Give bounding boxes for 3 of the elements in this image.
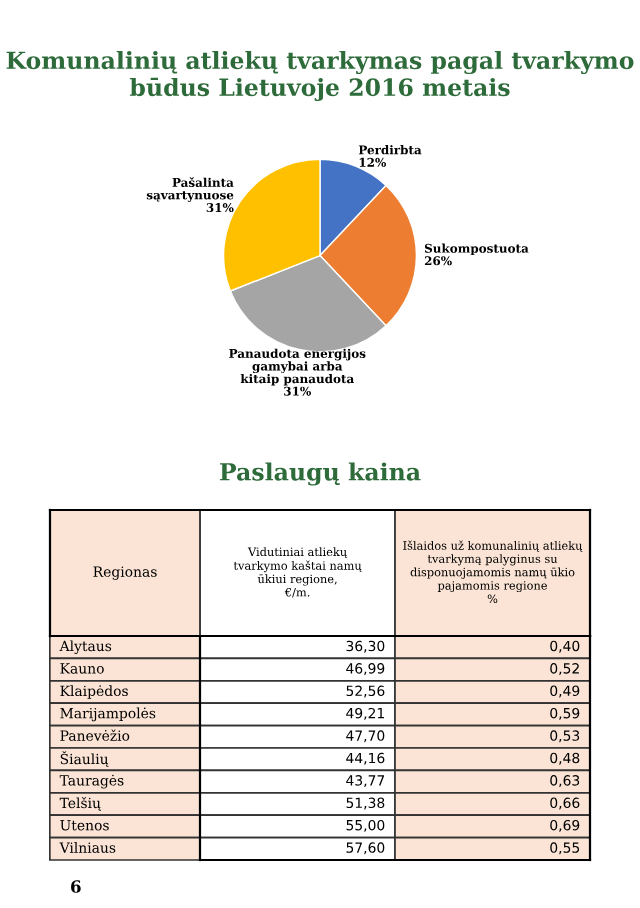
chart-title: Komunalinių atliekų tvarkymas pagal tvarkymo būdus Lietuvoje 2016 metais (6, 50, 634, 102)
text: Paslaugų kaina (220, 462, 421, 486)
text: 6 (71, 880, 81, 893)
